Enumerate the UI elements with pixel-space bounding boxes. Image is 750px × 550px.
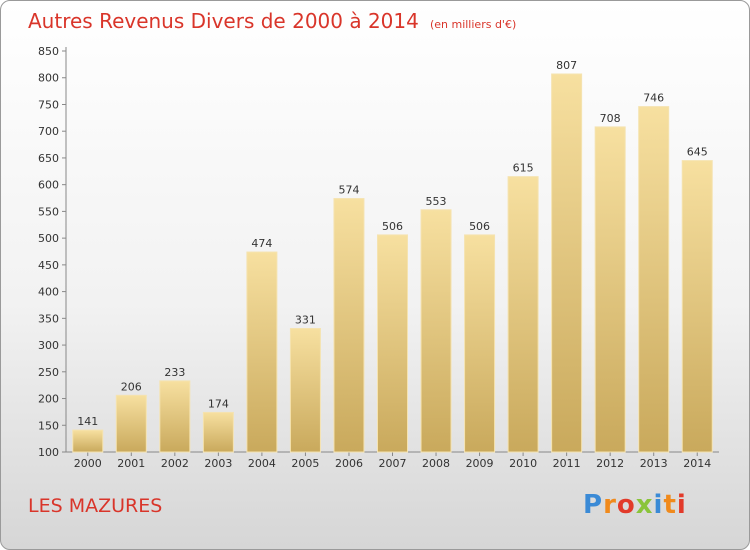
data-label-2010: 615 [513, 162, 534, 175]
location-label: LES MAZURES [28, 495, 163, 517]
chart-title-block: Autres Revenus Divers de 2000 à 2014 (en… [28, 9, 516, 33]
logo-letter: P [583, 490, 604, 520]
bar-2012 [594, 126, 626, 453]
bar-2004 [246, 251, 278, 453]
data-label-2003: 174 [208, 397, 229, 410]
logo-letter: t [663, 490, 677, 520]
x-tick-label: 2003 [204, 457, 232, 470]
data-label-2014: 645 [687, 146, 708, 159]
data-label-2012: 708 [600, 112, 621, 125]
bar-2001 [115, 394, 147, 453]
data-label-2000: 141 [77, 415, 98, 428]
axis-layer: 100 150 200 250 300 350 400 450 500 550 600 650 700 7… [38, 45, 719, 470]
y-tick-label: 350 [38, 312, 59, 325]
x-tick-label: 2010 [509, 457, 537, 470]
data-label-2005: 331 [295, 313, 316, 326]
data-label-2002: 233 [164, 366, 185, 379]
bar-2006 [333, 198, 365, 453]
bar-2011 [551, 73, 583, 453]
bar-2014 [681, 160, 713, 453]
data-label-2007: 506 [382, 220, 403, 233]
y-tick-label: 550 [38, 205, 59, 218]
y-tick-label: 500 [38, 232, 59, 245]
proxiti-logo: Proxiti [583, 490, 687, 520]
bar-2009 [464, 234, 496, 453]
x-tick-label: 2013 [640, 457, 668, 470]
logo-letter: r [603, 490, 617, 520]
chart-subtitle: (en milliers d'€) [429, 18, 517, 31]
logo-letter: i [676, 490, 687, 520]
x-tick-label: 2012 [596, 457, 624, 470]
bar-2013 [638, 106, 670, 453]
y-tick-label: 150 [38, 419, 59, 432]
x-tick-label: 2001 [117, 457, 145, 470]
y-tick-label: 400 [38, 286, 59, 299]
y-tick-label: 700 [38, 125, 59, 138]
bar-2000 [72, 429, 104, 453]
y-tick-label: 100 [38, 446, 59, 459]
data-label-2008: 553 [426, 195, 447, 208]
x-tick-label: 2009 [466, 457, 494, 470]
y-tick-label: 850 [38, 45, 59, 58]
logo-letter: o [616, 490, 636, 520]
x-tick-label: 2014 [683, 457, 711, 470]
x-tick-label: 2008 [422, 457, 450, 470]
data-label-2009: 506 [469, 220, 490, 233]
y-tick-label: 800 [38, 72, 59, 85]
y-tick-label: 600 [38, 179, 59, 192]
logo-letter: x [635, 490, 654, 520]
y-tick-label: 250 [38, 366, 59, 379]
x-tick-label: 2004 [248, 457, 276, 470]
x-tick-label: 2000 [74, 457, 102, 470]
bar-2010 [507, 176, 539, 453]
x-tick-label: 2005 [291, 457, 319, 470]
y-tick-label: 650 [38, 152, 59, 165]
x-tick-label: 2002 [161, 457, 189, 470]
bar-2005 [289, 327, 321, 453]
data-label-2004: 474 [251, 237, 272, 250]
bar-layer: 141 206 233 174 474 331 574 506 553 506 615 807 708 7… [72, 59, 713, 453]
y-tick-label: 450 [38, 259, 59, 272]
chart-title: Autres Revenus Divers de 2000 à 2014 [28, 9, 419, 33]
bar-2002 [159, 380, 191, 453]
x-tick-label: 2007 [379, 457, 407, 470]
bar-2007 [377, 234, 408, 453]
y-tick-label: 300 [38, 339, 59, 352]
bar-2003 [202, 411, 234, 453]
data-label-2006: 574 [338, 184, 359, 197]
logo-letter: i [653, 490, 664, 520]
data-label-2011: 807 [556, 59, 577, 72]
data-label-2001: 206 [121, 380, 142, 393]
y-tick-label: 750 [38, 98, 59, 111]
data-label-2013: 746 [643, 92, 664, 105]
bar-2008 [420, 209, 452, 453]
y-tick-label: 200 [38, 393, 59, 406]
x-tick-label: 2006 [335, 457, 363, 470]
x-tick-label: 2011 [553, 457, 581, 470]
